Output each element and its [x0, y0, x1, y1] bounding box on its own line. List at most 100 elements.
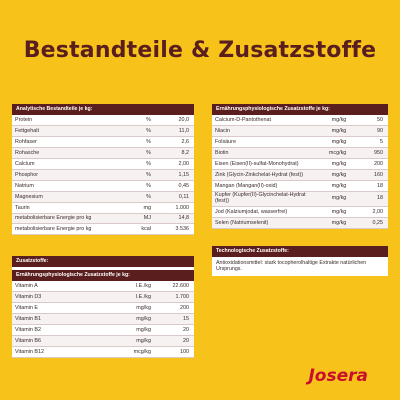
cell-name: Vitamin E — [12, 302, 122, 315]
cell-name: Vitamin B6 — [12, 335, 122, 347]
cell-unit: mg/kg — [121, 324, 154, 336]
cell-value: 20 — [153, 335, 194, 347]
cell-name: Mangan (Mangan(II)-oxid) — [212, 180, 318, 192]
cell-unit: mg/kg — [121, 335, 154, 347]
cell-unit: mg/kg — [121, 302, 154, 315]
cell-value: 1,15 — [153, 169, 194, 181]
cell-name: Kupfer (Kupfer(II)-Glycinchelat-Hydrat (… — [212, 191, 318, 207]
table-row: Protein% 20,0 — [12, 115, 194, 127]
cell-value: 160 — [349, 169, 388, 181]
cell-value: 1.000 — [153, 202, 194, 214]
cell-value: 20,0 — [153, 115, 194, 127]
table-row: Vitamin D3 I.E./kg 1.700 — [12, 291, 194, 304]
table-row: Mangan (Mangan(II)-oxid) mg/kg 18 — [212, 180, 388, 192]
cell-unit: mg/kg — [317, 115, 350, 127]
cell-name: Phosphor — [12, 169, 122, 181]
cell-unit: mg/kg — [317, 125, 350, 138]
analytic-panel: Analytische Bestandteile je kg: Protein%… — [12, 104, 194, 236]
cell-name: Vitamin B2 — [12, 324, 122, 336]
cell-unit: mg/kg — [121, 313, 154, 326]
table-row: Vitamin B6 mg/kg 20 — [12, 335, 194, 347]
cell-name: Taurin — [12, 202, 122, 214]
cell-unit: mg/kg — [317, 191, 350, 207]
table-row: Vitamin A I.E./kg 22.600 — [12, 281, 194, 293]
table-row: Jod (Kalziumjodat, wasserfrei) mg/kg 2,00 — [212, 206, 388, 218]
cell-value: 8,2 — [153, 147, 194, 160]
cell-value: 0,25 — [349, 217, 388, 229]
cell-unit: mg/kg — [317, 217, 350, 229]
technological-panel: Technologische Zusatzstoffe: Antioxidati… — [212, 246, 388, 276]
technological-heading: Technologische Zusatzstoffe: — [212, 246, 388, 257]
cell-value: 15 — [153, 313, 194, 326]
table-row: Rohfaser% 2,6 — [12, 136, 194, 149]
cell-value: 100 — [153, 346, 194, 358]
cell-name: Magnesium — [12, 191, 122, 203]
cell-unit: mcg/kg — [121, 346, 154, 358]
cell-unit: I.E./kg — [121, 281, 154, 293]
nutritional-table: Calcium-D-Pantothenat mg/kg 50 Niacin mg/kg 9… — [212, 115, 388, 229]
table-row: Vitamin B12 mcg/kg 100 — [12, 346, 194, 358]
analytic-table: Protein% 20,0 Fettgehalt% 11,0 Rohfaser% 2,6 R… — [12, 115, 194, 236]
cell-value: 3.536 — [153, 223, 194, 236]
cell-name: Vitamin B1 — [12, 313, 122, 326]
table-row: Kupfer (Kupfer(II)-Glycinchelat-Hydrat (… — [212, 191, 388, 207]
cell-name: Calcium-D-Pantothenat — [212, 115, 318, 127]
cell-unit: mg/kg — [317, 136, 350, 149]
cell-value: 22.600 — [153, 281, 194, 293]
nutritional-panel: Ernährungsphysiologische Zusatzstoffe je… — [212, 104, 388, 229]
cell-value: 18 — [349, 191, 388, 207]
cell-value: 5 — [349, 136, 388, 149]
cell-unit: % — [121, 147, 154, 160]
cell-unit: I.E./kg — [121, 291, 154, 304]
cell-value: 2,6 — [153, 136, 194, 149]
table-row: Calcium-D-Pantothenat mg/kg 50 — [212, 115, 388, 127]
additives-subheading: Ernährungsphysiologische Zusatzstoffe je… — [12, 270, 194, 281]
cell-unit: % — [121, 169, 154, 181]
cell-value: 200 — [349, 158, 388, 170]
cell-name: metabolisierbare Energie pro kg — [12, 213, 122, 225]
table-row: Niacin mg/kg 90 — [212, 125, 388, 138]
table-row: Vitamin B2 mg/kg 20 — [12, 324, 194, 336]
cell-value: 1.700 — [153, 291, 194, 304]
cell-unit: % — [121, 136, 154, 149]
page-title: Bestandteile & Zusatzstoffe — [23, 38, 377, 63]
table-row: Zink (Glycin-Zinkchelat-Hydrat (fest)) mg… — [212, 169, 388, 181]
cell-name: Selen (Natriumselenit) — [212, 217, 318, 229]
table-row: Vitamin B1 mg/kg 15 — [12, 313, 194, 326]
cell-value: 200 — [153, 302, 194, 315]
additives-panel: Zusatzstoffe: Ernährungsphysiologische Z… — [12, 256, 194, 358]
table-row: Folsäure mg/kg 5 — [212, 136, 388, 149]
nutritional-heading: Ernährungsphysiologische Zusatzstoffe je… — [212, 104, 388, 115]
cell-unit: mg — [121, 202, 154, 214]
cell-value: 50 — [349, 115, 388, 127]
table-row: Natrium% 0,45 — [12, 180, 194, 192]
table-row: Rohasche% 8,2 — [12, 147, 194, 160]
cell-value: 2,00 — [153, 158, 194, 170]
cell-unit: mg/kg — [317, 158, 350, 170]
table-row: metabolisierbare Energie pro kg kcal 3.536 — [12, 223, 194, 236]
table-row: Selen (Natriumselenit) mg/kg 0,25 — [212, 217, 388, 229]
table-row: Eisen (Eisen(II)-sulfat-Monohydrat) mg/kg… — [212, 158, 388, 170]
table-row: Phosphor% 1,15 — [12, 169, 194, 181]
cell-value: 18 — [349, 180, 388, 192]
table-row: Biotin mcg/kg 950 — [212, 147, 388, 160]
josera-logo: Josera — [308, 366, 368, 386]
cell-name: Folsäure — [212, 136, 318, 149]
cell-name: Fettgehalt — [12, 125, 122, 138]
table-row: Calcium% 2,00 — [12, 158, 194, 170]
analytic-heading: Analytische Bestandteile je kg: — [12, 104, 194, 115]
cell-value: 0,45 — [153, 180, 194, 192]
additives-table: Vitamin A I.E./kg 22.600 Vitamin D3 I.E./kg 1… — [12, 281, 194, 358]
cell-name: Calcium — [12, 158, 122, 170]
cell-name: Rohfaser — [12, 136, 122, 149]
cell-value: 950 — [349, 147, 388, 160]
table-row: Magnesium% 0,11 — [12, 191, 194, 203]
cell-unit: % — [121, 158, 154, 170]
table-row: Fettgehalt% 11,0 — [12, 125, 194, 138]
cell-unit: MJ — [121, 213, 154, 225]
cell-unit: mg/kg — [317, 180, 350, 192]
cell-name: Vitamin B12 — [12, 346, 122, 358]
cell-unit: % — [121, 125, 154, 138]
additives-heading: Zusatzstoffe: — [12, 256, 194, 267]
